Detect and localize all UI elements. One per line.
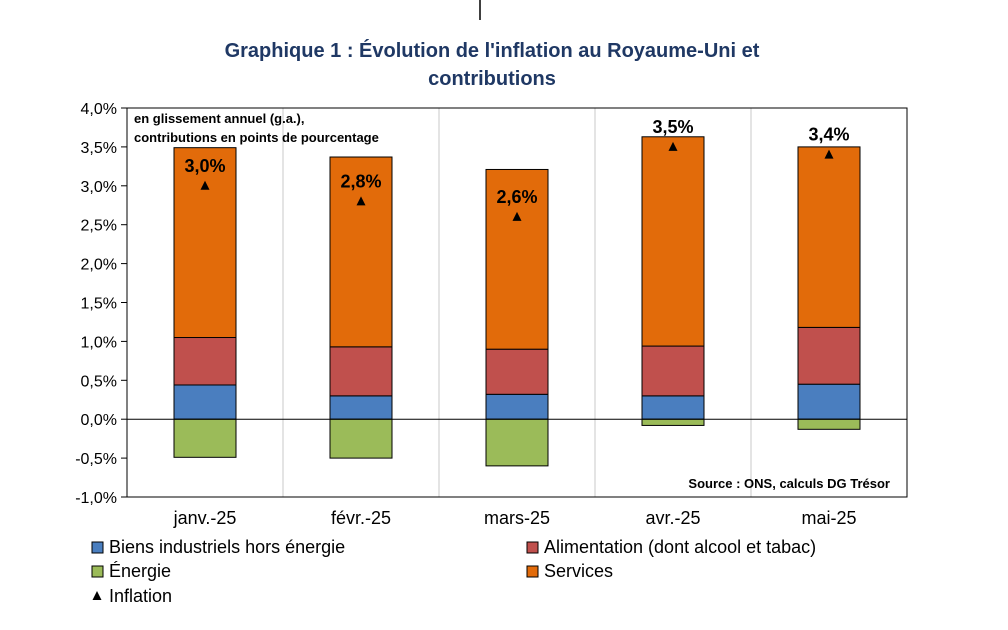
inflation-marker — [668, 141, 678, 151]
y-tick-label: 2,5% — [81, 218, 117, 235]
legend-services-swatch — [526, 565, 539, 578]
bar-services — [641, 136, 705, 347]
vertical-gridlines — [282, 108, 752, 497]
chart-title-line1: Graphique 1 : Évolution de l'inflation a… — [225, 39, 760, 62]
y-tick-label: 0,0% — [81, 412, 117, 429]
y-tick-label: 1,0% — [81, 334, 117, 351]
inflation-marker — [356, 196, 366, 206]
inflation-data-label: 2,6% — [496, 187, 537, 207]
bar-biens-industriels — [641, 395, 705, 420]
y-tick-label: 3,0% — [81, 179, 117, 196]
inflation-data-label: 3,0% — [184, 156, 225, 176]
x-tick-label: mars-25 — [484, 508, 550, 528]
inflation-markers: 3,0% 2,8% 2,6% 3,5% 3,4% — [184, 117, 850, 221]
bars — [173, 136, 861, 467]
bar-services — [173, 147, 237, 339]
bar-energie — [329, 418, 393, 459]
x-tick-label: janv.-25 — [173, 508, 237, 528]
y-tick-label: 4,0% — [81, 101, 117, 118]
legend-inflation-marker — [92, 591, 102, 600]
inflation-marker — [512, 211, 522, 221]
y-tick-label: 0,5% — [81, 373, 117, 390]
x-axis: janv.-25 févr.-25 mars-25 avr.-25 mai-25 — [127, 418, 907, 528]
legend-energie-swatch — [91, 565, 104, 578]
bar-energie — [641, 418, 705, 426]
bar-biens-industriels — [797, 383, 861, 420]
inflation-data-label: 3,4% — [808, 125, 849, 145]
bar-services — [797, 146, 861, 328]
inflation-data-label: 2,8% — [340, 171, 381, 191]
bar-alimentation — [485, 348, 549, 395]
y-tick-label: -0,5% — [75, 451, 117, 468]
inflation-marker — [824, 149, 834, 159]
unit-note-line1: en glissement annuel (g.a.), — [134, 111, 304, 126]
bar-energie — [173, 418, 237, 458]
bar-biens-industriels — [173, 384, 237, 420]
legend-biens-industriels-swatch — [91, 541, 104, 554]
bar-alimentation — [797, 326, 861, 385]
bar-biens-industriels — [329, 395, 393, 420]
x-tick-label: févr.-25 — [331, 508, 391, 528]
bar-energie — [797, 418, 861, 430]
bar-energie — [485, 418, 549, 467]
legend-energie-label: Énergie — [109, 561, 171, 581]
legend-inflation-label: Inflation — [109, 586, 172, 606]
plot-area-border — [126, 107, 908, 498]
inflation-marker — [200, 180, 210, 190]
legend: Biens industriels hors énergie Alimentati… — [91, 537, 816, 606]
source-note: Source : ONS, calculs DG Trésor — [688, 476, 890, 491]
y-axis: -1,0% -0,5% 0,0% 0,5% 1,0% 1,5% 2,0% 2,5% 3,0% 3,… — [75, 101, 127, 507]
bar-services — [485, 168, 549, 350]
x-tick-label: mai-25 — [801, 508, 856, 528]
y-tick-label: 3,5% — [81, 140, 117, 157]
chart-title-line2: contributions — [428, 68, 556, 90]
y-tick-label: 1,5% — [81, 296, 117, 313]
bar-alimentation — [641, 345, 705, 397]
legend-alimentation-swatch — [526, 541, 539, 554]
y-tick-label: -1,0% — [75, 490, 117, 507]
inflation-data-label: 3,5% — [652, 117, 693, 137]
bar-biens-industriels — [485, 393, 549, 420]
unit-note-line2: contributions en points de pourcentage — [134, 130, 379, 145]
legend-biens-industriels-label: Biens industriels hors énergie — [109, 537, 345, 557]
bar-alimentation — [173, 337, 237, 386]
y-tick-label: 2,0% — [81, 257, 117, 274]
legend-alimentation-label: Alimentation (dont alcool et tabac) — [544, 537, 816, 557]
legend-services-label: Services — [544, 561, 613, 581]
bar-alimentation — [329, 346, 393, 397]
x-tick-label: avr.-25 — [645, 508, 700, 528]
bar-services — [329, 156, 393, 348]
